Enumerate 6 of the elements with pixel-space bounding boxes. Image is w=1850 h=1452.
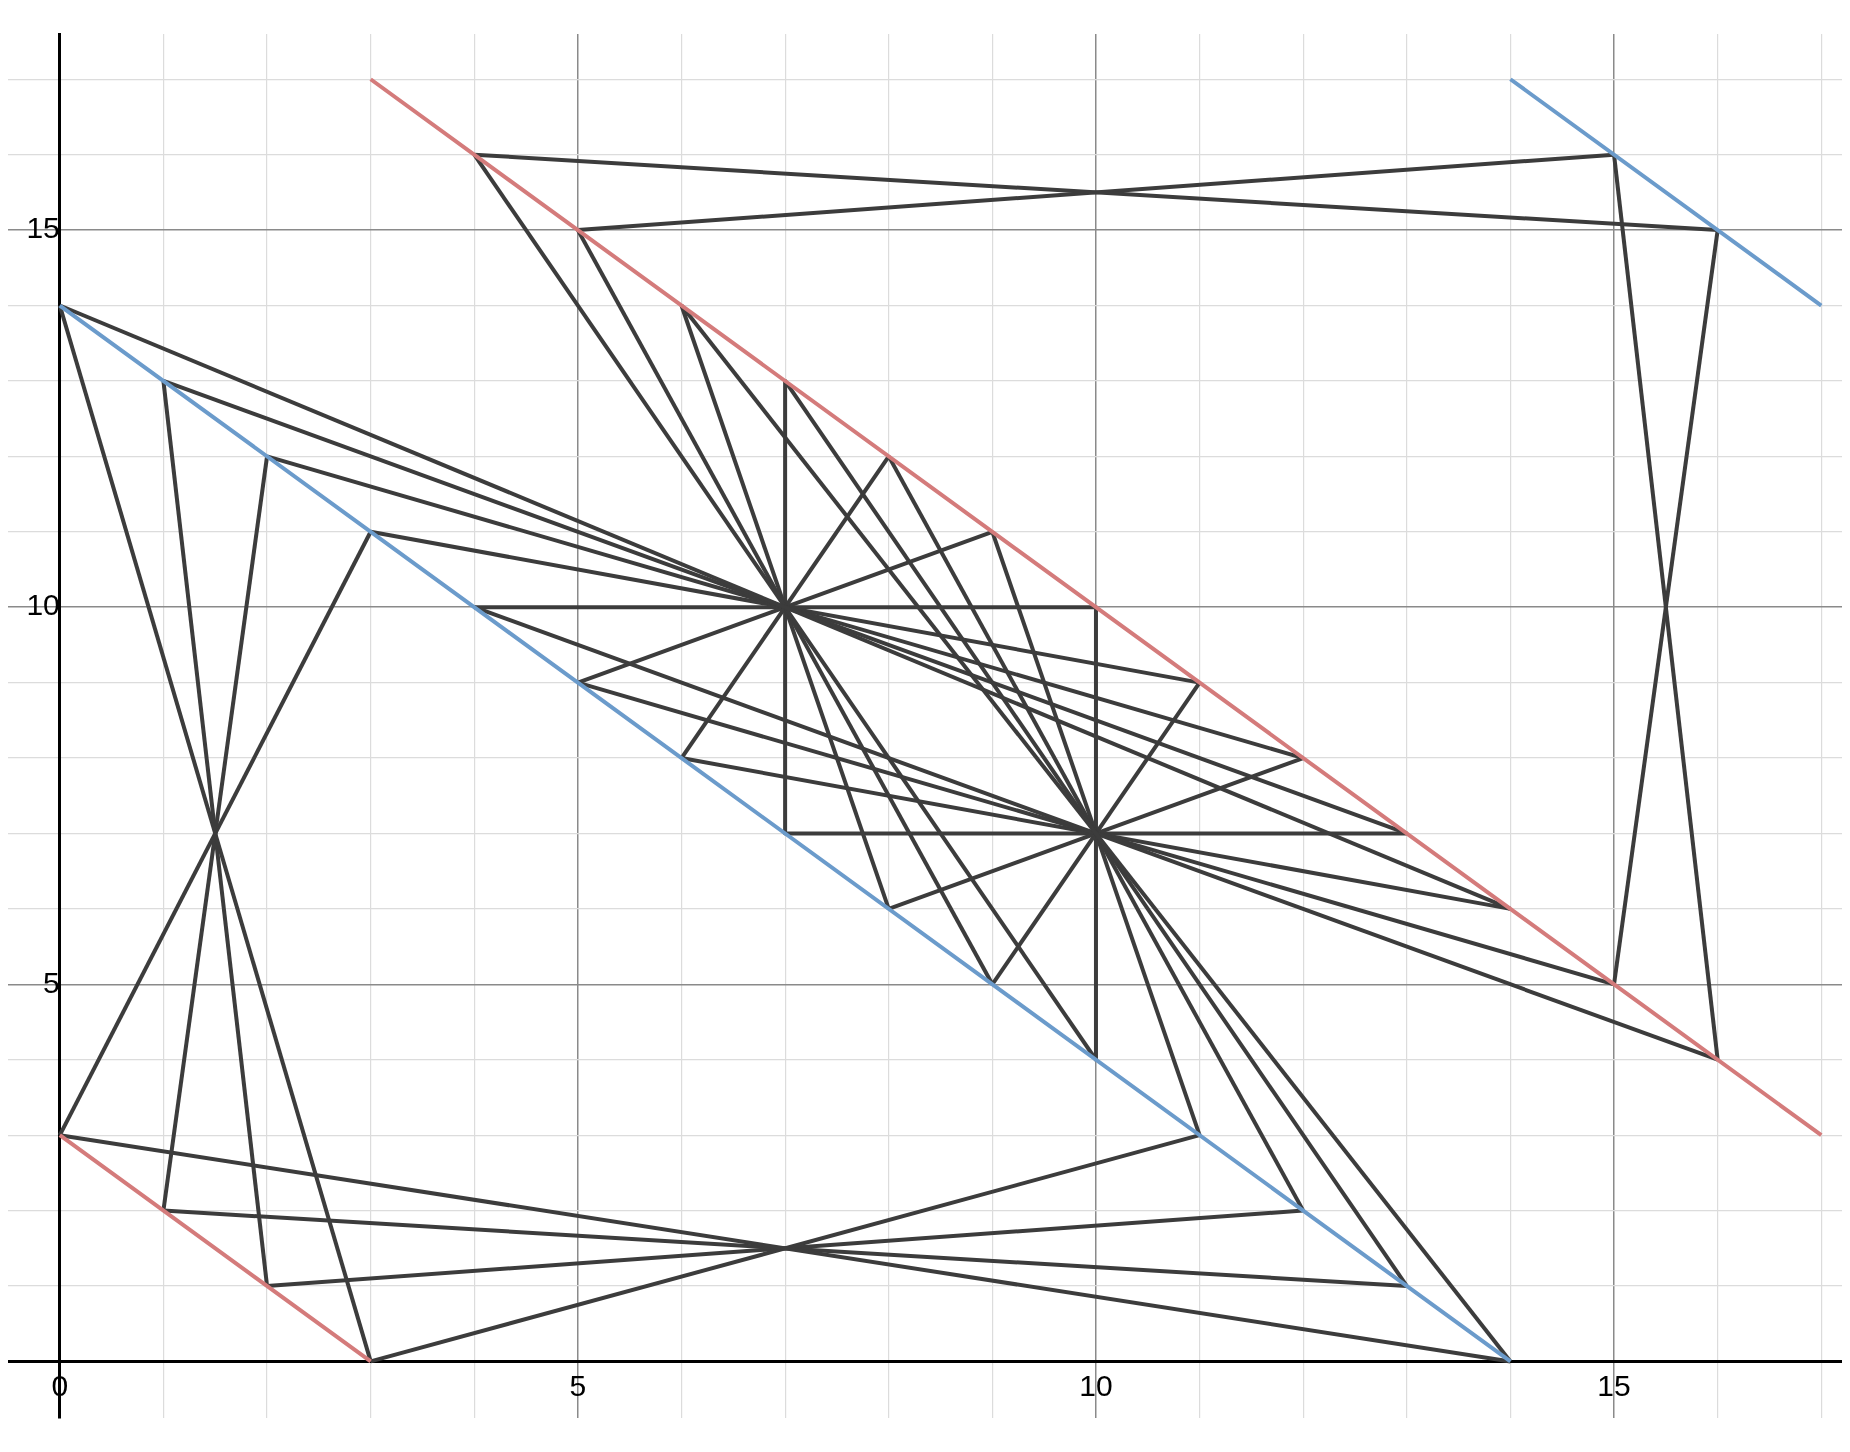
y-tick-label: 15 (26, 211, 60, 245)
y-tick-label: 10 (26, 588, 60, 622)
x-tick-label: 10 (1079, 1368, 1113, 1402)
x-tick-label: 5 (569, 1368, 587, 1402)
y-tick-label: 5 (43, 965, 60, 999)
x-tick-label: 15 (1597, 1368, 1631, 1402)
